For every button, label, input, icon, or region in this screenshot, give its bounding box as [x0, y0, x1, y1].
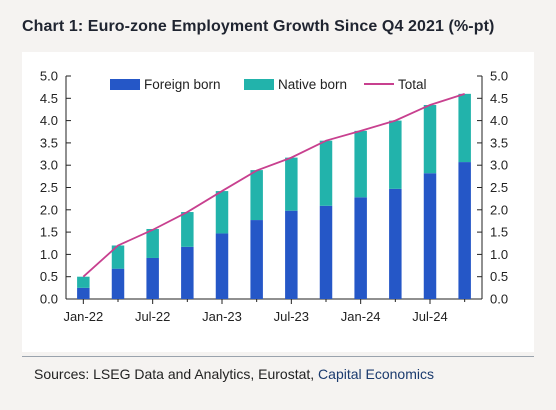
y-tick-label-left: 1.5 [40, 225, 58, 240]
y-tick-label-right: 4.5 [490, 91, 508, 106]
bar-foreign-born [111, 268, 125, 299]
legend-swatch-native [244, 79, 274, 90]
bar-foreign-born [146, 257, 159, 299]
bar-native-born [319, 140, 333, 206]
x-tick-label: Jul-24 [412, 309, 447, 324]
bar-native-born [423, 104, 437, 174]
bar-native-born [111, 245, 125, 269]
footer-divider [22, 356, 534, 357]
bar-foreign-born [250, 220, 263, 299]
legend-label-native: Native born [278, 77, 347, 92]
y-tick-label-left: 2.5 [40, 180, 58, 195]
x-tick-label: Jul-22 [135, 309, 170, 324]
bar-foreign-born [354, 197, 367, 299]
legend-label-foreign: Foreign born [144, 77, 221, 92]
x-tick-label: Jan-24 [341, 309, 381, 324]
bar-native-born [458, 93, 471, 163]
y-tick-label-right: 0.0 [490, 292, 508, 307]
y-tick-label-right: 5.0 [490, 69, 508, 84]
total-line [82, 92, 465, 278]
bar-native-born [389, 120, 402, 189]
legend-swatch-foreign [110, 79, 140, 90]
y-tick-label-right: 3.0 [490, 158, 508, 173]
y-tick-label-right: 2.0 [490, 202, 508, 217]
sources-text: Sources: LSEG Data and Analytics, Eurost… [34, 366, 315, 382]
bar-foreign-born [181, 246, 194, 299]
y-tick-label-right: 3.5 [490, 135, 508, 150]
y-tick-label-right: 1.0 [490, 247, 508, 262]
bar-foreign-born [77, 287, 90, 299]
bar-native-born [285, 157, 298, 211]
y-tick-label-left: 2.0 [40, 202, 58, 217]
y-tick-label-left: 0.0 [40, 292, 58, 307]
x-tick-label: Jan-22 [63, 309, 103, 324]
bar-native-born [77, 276, 90, 288]
y-tick-label-left: 4.5 [40, 91, 58, 106]
x-tick-label: Jul-23 [274, 309, 309, 324]
bar-foreign-born [215, 233, 229, 299]
y-tick-label-right: 2.5 [490, 180, 508, 195]
sources-line: Sources: LSEG Data and Analytics, Eurost… [34, 366, 434, 382]
bar-native-born [146, 228, 159, 258]
bar-foreign-born [458, 162, 471, 299]
y-tick-label-left: 4.0 [40, 113, 58, 128]
y-tick-label-left: 0.5 [40, 269, 58, 284]
y-tick-label-left: 5.0 [40, 69, 58, 84]
chart-area: 0.0 0.0 0.5 0.5 1.0 1.0 1.5 1.5 2.0 2.0 2.5 2.5 3.0 3… [22, 52, 534, 352]
bar-foreign-born [389, 188, 402, 299]
bar-foreign-born [319, 205, 333, 299]
bar-native-born [250, 170, 263, 221]
y-tick-label-left: 3.5 [40, 135, 58, 150]
legend-label-total: Total [398, 77, 427, 92]
y-tick-label-right: 1.5 [490, 225, 508, 240]
sources-link[interactable]: Capital Economics [318, 366, 434, 382]
x-tick-label: Jan-23 [202, 309, 242, 324]
y-tick-label-left: 1.0 [40, 247, 58, 262]
y-tick-label-right: 4.0 [490, 113, 508, 128]
bar-native-born [354, 130, 367, 198]
bar-foreign-born [423, 173, 437, 299]
bar-native-born [181, 212, 194, 247]
chart-title: Chart 1: Euro-zone Employment Growth Sin… [22, 18, 495, 35]
bar-native-born [215, 191, 229, 234]
chart-svg: 0.0 0.0 0.5 0.5 1.0 1.0 1.5 1.5 2.0 2.0 2.5 2.5 3.0 3… [40, 69, 508, 325]
bar-foreign-born [285, 210, 298, 299]
y-tick-label-left: 3.0 [40, 158, 58, 173]
y-tick-label-right: 0.5 [490, 269, 508, 284]
